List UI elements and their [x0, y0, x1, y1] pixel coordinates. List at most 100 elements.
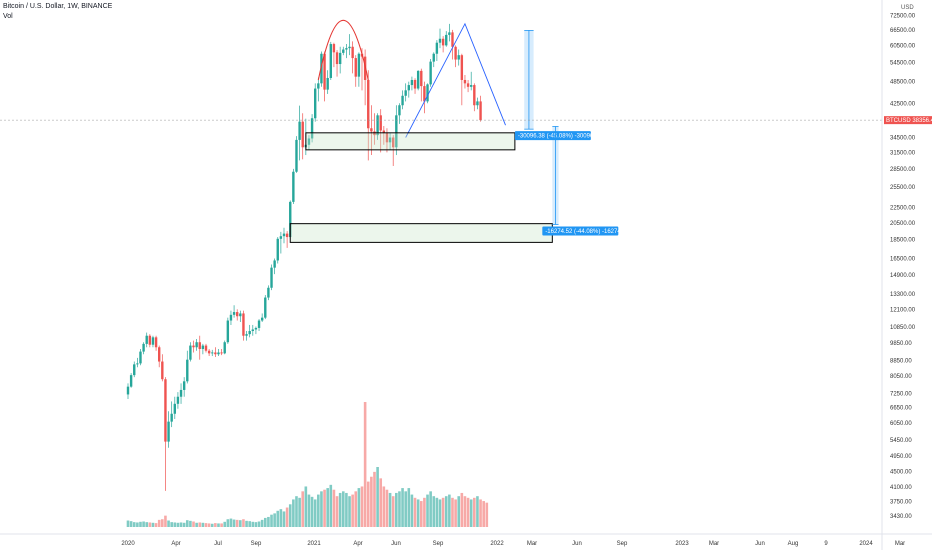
volume-bar — [154, 523, 158, 527]
candle-body — [254, 327, 258, 330]
volume-bar — [460, 492, 464, 527]
volume-bar — [167, 520, 170, 527]
volume-bar — [373, 471, 376, 527]
volume-bar — [363, 402, 367, 527]
price-tick-label: 20500.00 — [890, 221, 916, 227]
svg-text:BTCUSD 38356.45: BTCUSD 38356.45 — [886, 118, 932, 124]
time-tick-label: Apr — [171, 541, 180, 547]
volume-bar — [142, 521, 145, 527]
volume-bar — [232, 519, 236, 527]
volume-bar — [419, 501, 423, 527]
support-zone-lower — [289, 223, 553, 243]
price-tick-label: 66500.00 — [890, 28, 916, 34]
time-tick-label: Sep — [617, 541, 628, 547]
volume-bar — [366, 481, 370, 527]
volume-bar — [401, 488, 404, 527]
candle-body — [382, 130, 386, 133]
volume-bar — [298, 497, 301, 527]
volume-bar — [338, 492, 342, 527]
volume-bar — [245, 520, 248, 527]
candle-body — [401, 95, 404, 106]
drawings-layer[interactable]: -30096.38 (-45.08%) -30096.38 -16274.52 (… — [289, 19, 630, 243]
volume-bar — [451, 497, 454, 527]
volume-bar — [235, 519, 239, 527]
candle-body — [432, 53, 435, 62]
volume-bar — [320, 491, 323, 527]
candle-body — [466, 83, 470, 87]
price-tick-label: 18500.00 — [890, 238, 916, 244]
candle-body — [332, 44, 336, 53]
candle-body — [370, 128, 373, 132]
time-axis[interactable]: 2020 Apr Jul Sep 2021 Apr Jun Sep 2022 Mar Jun Sep 2… — [0, 533, 932, 547]
candle-body — [136, 363, 139, 365]
volume-bar — [379, 478, 383, 527]
volume-bar — [189, 520, 192, 527]
candle-body — [320, 53, 323, 84]
candle-body — [413, 79, 417, 89]
price-tick-label: 4500.00 — [890, 470, 912, 476]
volume-bar — [432, 496, 436, 527]
candle-body — [214, 352, 217, 355]
candles-layer — [126, 23, 482, 491]
price-tick-label: 4950.00 — [890, 454, 912, 460]
candle-body — [264, 297, 267, 318]
candle-body — [416, 70, 420, 89]
volume-bar — [170, 522, 173, 527]
candle-body — [182, 381, 186, 390]
volume-bar — [254, 522, 258, 527]
volume-bar — [479, 499, 482, 527]
time-tick-label: Jun — [391, 541, 401, 547]
candle-body — [195, 342, 198, 348]
candle-body — [448, 32, 451, 35]
volume-bar — [429, 491, 432, 527]
candle-body — [338, 52, 342, 65]
volume-bar — [195, 522, 198, 527]
candle-body — [426, 84, 429, 102]
volume-bar — [376, 467, 379, 527]
volume-bar — [463, 496, 467, 527]
volume-bar — [276, 510, 280, 527]
currency-label: USD — [901, 5, 914, 11]
volume-bar — [398, 491, 401, 527]
candle-body — [317, 83, 320, 89]
chart-title: Bitcoin / U.S. Dollar, 1W, BINANCE — [3, 3, 113, 10]
measure-label-box — [542, 226, 619, 236]
price-tick-label: 10850.00 — [890, 325, 916, 331]
candle-body — [267, 287, 270, 298]
candle-body — [376, 115, 379, 136]
time-tick-label: Jun — [755, 541, 765, 547]
candle-body — [348, 46, 351, 49]
price-tick-label: 13300.00 — [890, 292, 916, 298]
volume-bar — [354, 491, 358, 527]
volume-bar — [164, 515, 167, 527]
price-tick-label: 72500.00 — [890, 14, 916, 20]
candle-body — [451, 32, 454, 47]
volume-bar — [448, 494, 451, 527]
candle-body — [273, 260, 276, 268]
price-axis[interactable]: 3430.00 3750.00 4100.00 4500.00 4950.00 5450.… — [881, 0, 916, 550]
volume-bar — [185, 520, 189, 527]
volume-bar — [385, 489, 389, 527]
candle-body — [154, 337, 158, 348]
volume-bar — [382, 486, 386, 527]
candle-body — [282, 233, 286, 237]
volume-bar — [182, 522, 186, 527]
candle-body — [351, 46, 354, 59]
candle-body — [335, 52, 339, 65]
volume-bar — [136, 522, 139, 527]
candle-body — [251, 329, 254, 332]
candle-body — [295, 139, 298, 172]
volume-bar — [357, 488, 361, 527]
candle-body — [239, 313, 242, 317]
volume-bar — [223, 521, 227, 527]
volume-bar — [329, 484, 333, 527]
candle-body — [220, 352, 223, 354]
candle-body — [398, 105, 401, 116]
volume-bar — [426, 494, 429, 527]
candle-body — [470, 85, 473, 87]
volume-bar — [317, 494, 320, 527]
price-tick-label: 42500.00 — [890, 101, 916, 107]
volume-bar — [370, 476, 373, 527]
price-tick-label: 6050.00 — [890, 421, 912, 427]
